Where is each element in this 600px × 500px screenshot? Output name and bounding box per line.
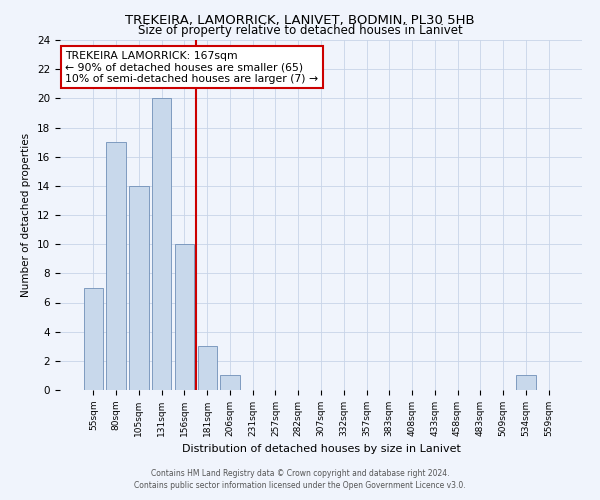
Bar [175, 244, 194, 390]
Bar [516, 376, 536, 390]
Text: Size of property relative to detached houses in Lanivet: Size of property relative to detached ho… [137, 24, 463, 37]
Y-axis label: Number of detached properties: Number of detached properties [22, 133, 31, 297]
Bar [152, 98, 172, 390]
Bar [84, 288, 103, 390]
Text: TREKEIRA, LAMORRICK, LANIVET, BODMIN, PL30 5HB: TREKEIRA, LAMORRICK, LANIVET, BODMIN, PL… [125, 14, 475, 27]
Text: Contains public sector information licensed under the Open Government Licence v3: Contains public sector information licen… [134, 481, 466, 490]
Text: TREKEIRA LAMORRICK: 167sqm
← 90% of detached houses are smaller (65)
10% of semi: TREKEIRA LAMORRICK: 167sqm ← 90% of deta… [65, 50, 319, 84]
Bar [106, 142, 126, 390]
Bar [197, 346, 217, 390]
Bar [220, 376, 239, 390]
X-axis label: Distribution of detached houses by size in Lanivet: Distribution of detached houses by size … [182, 444, 460, 454]
Bar [129, 186, 149, 390]
Text: Contains HM Land Registry data © Crown copyright and database right 2024.: Contains HM Land Registry data © Crown c… [151, 468, 449, 477]
